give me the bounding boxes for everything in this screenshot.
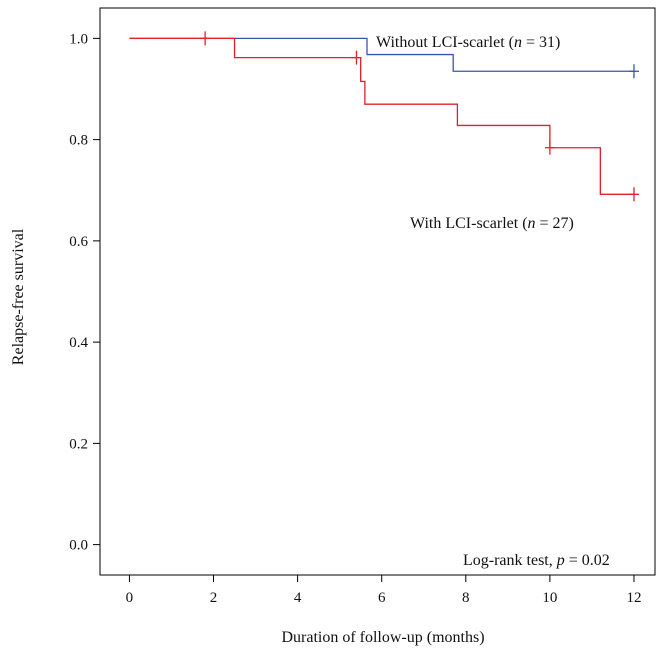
label-without-lci: Without LCI-scarlet (n = 31)	[376, 34, 560, 51]
x-tick-label: 12	[626, 590, 641, 606]
plot-frame	[99, 7, 656, 576]
x-tick-label: 8	[462, 590, 470, 606]
censor-marks	[200, 31, 639, 202]
survival-line-with-lci-scarlet	[129, 37, 634, 195]
x-axis: 0 2 4 6 8 10 12	[126, 575, 641, 606]
y-tick-label: 0.0	[69, 538, 88, 554]
log-rank-annotation: Log-rank test, p = 0.02	[463, 552, 610, 569]
y-tick-label: 0.2	[69, 436, 88, 452]
survival-line-without-lci-scarlet	[129, 37, 634, 72]
survival-curves	[129, 37, 634, 195]
y-tick-label: 1.0	[69, 31, 88, 47]
x-tick-label: 4	[294, 590, 302, 606]
x-tick-label: 0	[126, 590, 134, 606]
x-tick-label: 10	[542, 590, 557, 606]
y-axis-title: Relapse-free survival	[10, 228, 27, 365]
x-tick-label: 6	[378, 590, 386, 606]
label-with-lci: With LCI-scarlet (n = 27)	[410, 215, 574, 232]
x-axis-title: Duration of follow-up (months)	[281, 629, 484, 646]
y-tick-label: 0.8	[69, 133, 88, 149]
y-tick-label: 0.6	[69, 234, 88, 250]
y-axis: 0.0 0.2 0.4 0.6 0.8 1.0	[69, 31, 100, 554]
x-tick-label: 2	[210, 590, 218, 606]
y-tick-label: 0.4	[69, 335, 88, 351]
